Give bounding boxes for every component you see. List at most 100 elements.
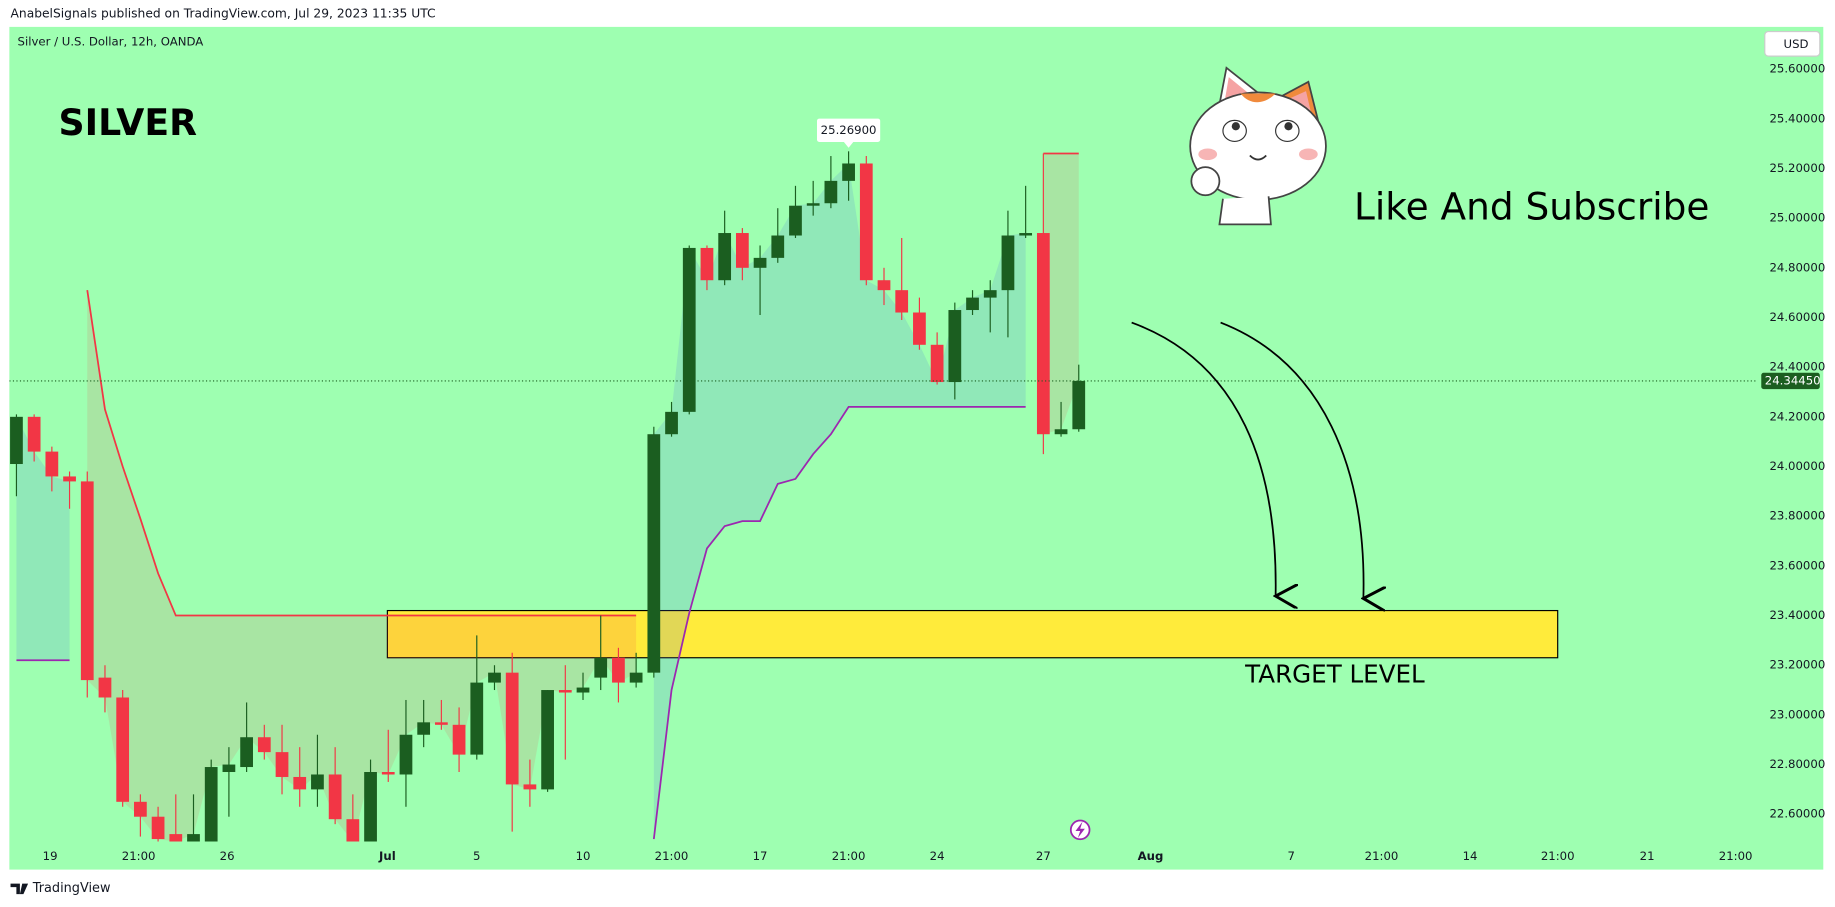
candle-body bbox=[240, 737, 253, 768]
indicator-fill bbox=[87, 290, 637, 842]
candle-body bbox=[293, 776, 307, 790]
arrows bbox=[1131, 321, 1364, 599]
y-tick-label: 23.00000 bbox=[1769, 707, 1825, 721]
candle-body bbox=[824, 180, 838, 204]
y-tick-label: 24.20000 bbox=[1769, 409, 1825, 423]
y-tick-label: 25.40000 bbox=[1769, 111, 1825, 125]
target-zone bbox=[386, 609, 1559, 659]
candle-body bbox=[275, 752, 289, 777]
candle-body bbox=[895, 290, 909, 313]
x-tick-label: Jul bbox=[378, 849, 396, 863]
x-tick-label: 21:00 bbox=[1719, 849, 1753, 863]
footer: TradingView bbox=[32, 881, 111, 896]
header: AnabelSignals published on TradingView.c… bbox=[11, 7, 436, 21]
currency-box[interactable] bbox=[1764, 30, 1821, 57]
last-price-label: 24.34450 bbox=[1765, 373, 1821, 387]
candle-body bbox=[452, 724, 466, 755]
indicator-fill bbox=[16, 416, 70, 661]
candle-body bbox=[948, 310, 962, 383]
candle-body bbox=[523, 784, 537, 790]
candle-body bbox=[877, 280, 891, 291]
indicator-line bbox=[86, 290, 637, 617]
high-label: 25.26900 bbox=[821, 123, 877, 137]
y-tick-label: 24.40000 bbox=[1769, 360, 1825, 374]
candle-body bbox=[470, 682, 484, 755]
y-tick-label: 23.80000 bbox=[1769, 509, 1825, 523]
x-tick-label: 24 bbox=[930, 849, 945, 863]
candle-body bbox=[629, 672, 643, 683]
last-price-box bbox=[1761, 372, 1820, 390]
candle-body bbox=[98, 677, 112, 698]
candle-body bbox=[576, 687, 590, 693]
x-tick-label: 21:00 bbox=[122, 849, 156, 863]
high-label-box bbox=[816, 118, 881, 142]
candle-body bbox=[169, 834, 183, 842]
y-tick-label: 23.60000 bbox=[1769, 558, 1825, 572]
flash-icon[interactable] bbox=[1069, 819, 1091, 841]
plot-area bbox=[9, 151, 1758, 842]
y-tick-label: 24.60000 bbox=[1769, 310, 1825, 324]
candle-body bbox=[346, 819, 360, 842]
candle-body bbox=[682, 247, 696, 412]
y-tick-label: 25.20000 bbox=[1769, 161, 1825, 175]
x-tick-label: 27 bbox=[1036, 849, 1051, 863]
overlay: 25.26900 24.34450 bbox=[816, 118, 1821, 390]
candle-body bbox=[116, 697, 130, 802]
candle-body bbox=[10, 416, 23, 465]
candle-body bbox=[434, 722, 448, 725]
candle-body bbox=[541, 690, 554, 790]
candle-body bbox=[417, 722, 431, 735]
x-tick-label: 5 bbox=[473, 849, 480, 863]
arrow bbox=[1220, 321, 1364, 599]
candle-body bbox=[134, 801, 147, 817]
y-tick-label: 24.80000 bbox=[1769, 260, 1825, 274]
candle-body bbox=[222, 764, 236, 773]
candle-body bbox=[665, 411, 678, 435]
x-tick-label: 21:00 bbox=[1365, 849, 1399, 863]
candle-body bbox=[718, 233, 732, 281]
x-tick-label: 14 bbox=[1463, 849, 1478, 863]
x-tick-label: 26 bbox=[220, 849, 235, 863]
candle-body bbox=[913, 312, 926, 345]
candle-body bbox=[859, 163, 873, 281]
y-tick-label: 23.20000 bbox=[1769, 658, 1825, 672]
candle-body bbox=[700, 247, 714, 281]
candle-body bbox=[488, 672, 501, 683]
candle-body bbox=[1036, 233, 1050, 435]
candle-body bbox=[151, 816, 165, 840]
candle-body bbox=[842, 163, 855, 181]
indicator-line bbox=[652, 406, 1026, 840]
chart-background bbox=[9, 26, 1824, 870]
x-tick-label: 17 bbox=[753, 849, 768, 863]
y-tick-label: 22.60000 bbox=[1769, 807, 1825, 821]
candle-body bbox=[311, 774, 324, 790]
chart-title: Silver / U.S. Dollar, 12h, OANDA bbox=[18, 35, 204, 49]
candle-body bbox=[27, 416, 41, 452]
y-tick-label: 23.40000 bbox=[1769, 608, 1825, 622]
candle-body bbox=[612, 657, 625, 683]
candle-body bbox=[930, 344, 944, 383]
x-tick-label: 21:00 bbox=[1541, 849, 1575, 863]
candle-body bbox=[789, 205, 802, 236]
candle-body bbox=[63, 476, 76, 482]
currency[interactable]: USD bbox=[1784, 37, 1809, 51]
x-tick-label: 7 bbox=[1288, 849, 1295, 863]
candle-body bbox=[753, 257, 767, 268]
x-tick-label: 21:00 bbox=[832, 849, 866, 863]
candle-body bbox=[1054, 429, 1068, 435]
candle-body bbox=[771, 235, 785, 258]
x-tick-label: Aug bbox=[1138, 849, 1164, 863]
candle-body bbox=[594, 657, 608, 678]
candle-body bbox=[966, 297, 979, 311]
y-tick-label: 24.00000 bbox=[1769, 459, 1825, 473]
candle-body bbox=[381, 772, 395, 775]
candle-body bbox=[399, 734, 413, 775]
candle-body bbox=[505, 672, 519, 785]
candle-body bbox=[80, 481, 94, 681]
y-tick-label: 25.00000 bbox=[1769, 211, 1825, 225]
target-label: TARGET LEVEL bbox=[1244, 660, 1425, 689]
candle-body bbox=[1019, 233, 1033, 236]
x-tick-label: 19 bbox=[43, 849, 58, 863]
